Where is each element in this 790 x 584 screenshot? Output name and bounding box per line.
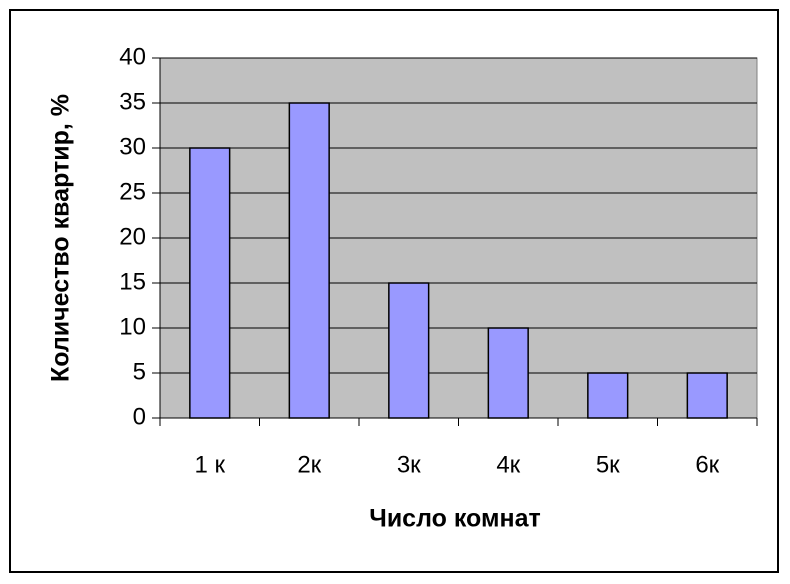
y-tick-label: 10 [119, 313, 146, 340]
x-tick-label: 6к [695, 451, 719, 478]
bar [587, 372, 629, 419]
bar [686, 372, 728, 419]
y-tick-label: 0 [133, 403, 146, 430]
y-axis-title: Количество квартир, % [47, 94, 75, 382]
y-tick-label: 30 [119, 133, 146, 160]
bar [388, 282, 430, 419]
x-tick-label: 3к [397, 451, 421, 478]
y-tick-label: 25 [119, 178, 146, 205]
y-tick-label: 5 [133, 358, 146, 385]
x-tick-label: 2к [297, 451, 321, 478]
bar [288, 102, 330, 419]
y-tick-label: 20 [119, 223, 146, 250]
y-tick-label: 15 [119, 268, 146, 295]
bar [487, 327, 529, 419]
y-tick-label: 40 [119, 43, 146, 70]
y-tick-label: 35 [119, 88, 146, 115]
x-tick-label: 5к [596, 451, 620, 478]
x-axis-title: Число комнат [369, 505, 540, 533]
x-tick-label: 1 к [194, 451, 225, 478]
x-tick-label: 4к [496, 451, 520, 478]
bar [189, 147, 231, 419]
